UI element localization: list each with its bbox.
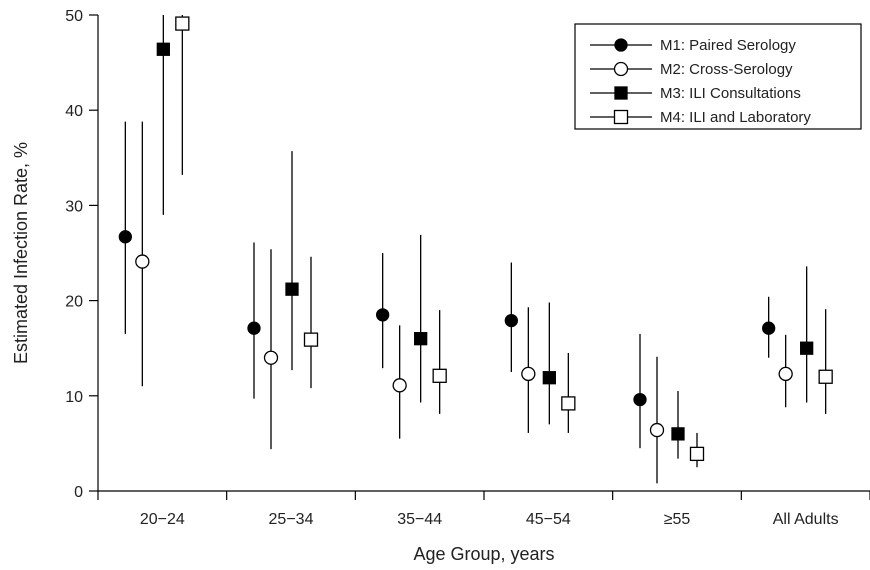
x-tick-label: 25−34 <box>269 511 314 528</box>
data-point <box>800 341 814 355</box>
y-tick-label: 30 <box>65 198 83 215</box>
x-axis-ticks: 20−24 25−34 35−44 45−54 ≥55 All Adults <box>97 491 870 528</box>
legend-marker <box>614 86 628 100</box>
data-point <box>118 230 132 244</box>
x-tick-label: 20−24 <box>140 511 185 528</box>
data-point <box>671 427 685 441</box>
data-point <box>392 378 407 393</box>
legend: M1: Paired Serology M2: Cross-Serology M3:… <box>574 23 862 130</box>
x-tick-label: 35−44 <box>397 511 442 528</box>
data-point <box>778 366 793 382</box>
data-point <box>432 368 447 383</box>
data-point <box>649 422 665 438</box>
y-tick-label: 20 <box>65 294 83 311</box>
y-axis-title: Estimated Infection Rate, % <box>11 142 31 364</box>
x-axis-title: Age Group, years <box>413 544 554 564</box>
y-tick-label: 10 <box>65 389 83 406</box>
data-point <box>175 16 190 31</box>
legend-label: M4: ILI and Laboratory <box>660 109 811 126</box>
y-axis-ticks: 0 10 20 30 40 50 <box>65 8 98 501</box>
data-point <box>504 313 518 328</box>
data-point <box>414 332 428 346</box>
data-point <box>303 332 319 347</box>
data-point <box>689 446 705 462</box>
legend-marker <box>614 38 628 52</box>
legend-marker <box>613 109 629 125</box>
data-point <box>285 282 299 296</box>
y-tick-label: 0 <box>74 484 83 501</box>
data-point <box>247 321 261 335</box>
data-point <box>762 321 776 335</box>
data-point <box>135 254 150 269</box>
data-point <box>376 308 390 322</box>
data-point <box>818 369 833 384</box>
x-tick-label: ≥55 <box>664 511 691 528</box>
legend-label: M1: Paired Serology <box>660 37 796 54</box>
data-point <box>633 392 647 407</box>
x-tick-label: All Adults <box>773 511 839 528</box>
legend-marker <box>613 61 629 77</box>
y-tick-label: 50 <box>65 8 83 25</box>
x-tick-label: 45−54 <box>526 511 571 528</box>
legend-label: M3: ILI Consultations <box>660 85 801 102</box>
y-tick-label: 40 <box>65 103 83 120</box>
data-point <box>156 42 170 56</box>
data-point <box>521 366 536 382</box>
data-marks <box>118 15 833 484</box>
data-point <box>542 371 556 385</box>
data-point <box>561 396 576 411</box>
data-point <box>263 350 279 365</box>
legend-label: M2: Cross-Serology <box>660 61 793 78</box>
